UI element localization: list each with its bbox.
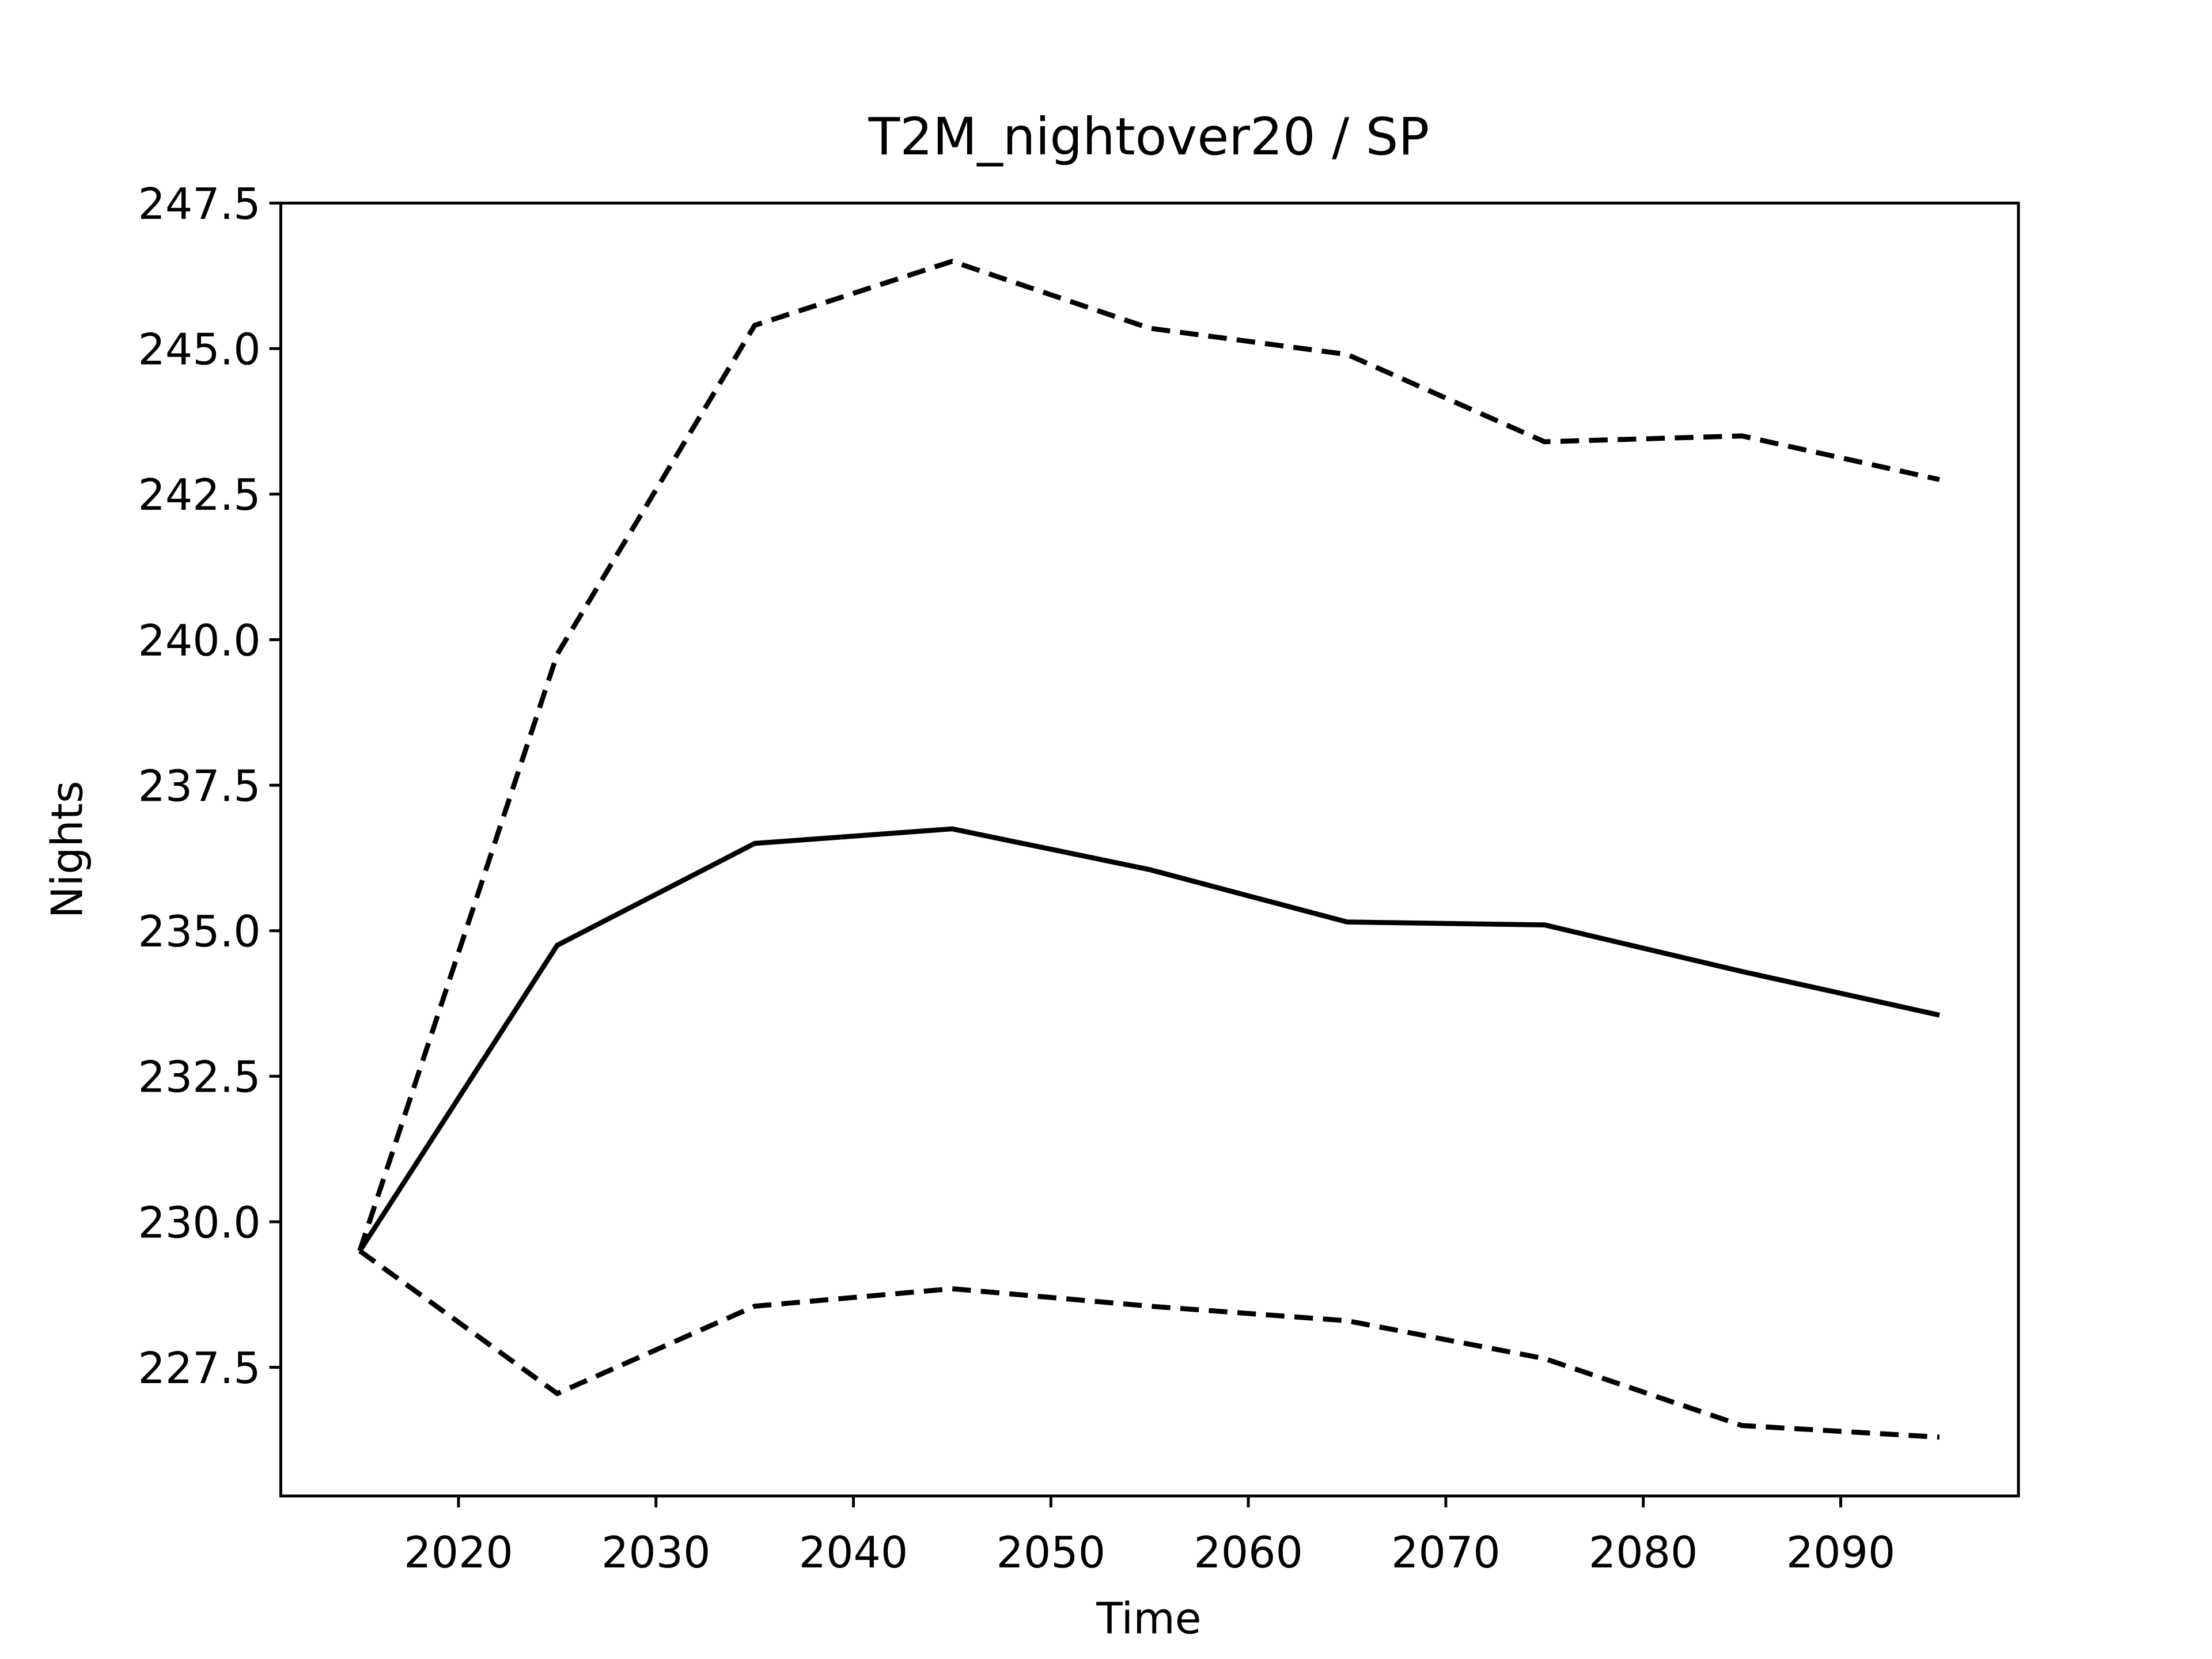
x-axis-label: Time	[1096, 1593, 1201, 1643]
x-tick-label: 2090	[1786, 1528, 1896, 1578]
x-tick-label: 2050	[997, 1528, 1106, 1578]
y-tick-label: 230.0	[138, 1198, 260, 1248]
plot-frame	[279, 202, 2020, 1498]
y-tick-label: 235.0	[138, 907, 260, 957]
x-tick-label: 2080	[1589, 1528, 1698, 1578]
y-tick-label: 242.5	[138, 470, 260, 520]
x-tick-label: 2030	[601, 1528, 711, 1578]
x-tick-label: 2060	[1194, 1528, 1303, 1578]
y-tick-label: 237.5	[138, 761, 260, 811]
x-tick-label: 2020	[404, 1528, 513, 1578]
y-tick-label: 245.0	[138, 324, 260, 374]
chart-title: T2M_nightover20 / SP	[868, 107, 1430, 167]
line-series	[357, 826, 1940, 1252]
x-tick-label: 2040	[799, 1528, 908, 1578]
line-series	[358, 1249, 1940, 1440]
line-series	[357, 259, 1940, 1252]
x-tick-label: 2070	[1391, 1528, 1501, 1578]
y-tick-label: 227.5	[138, 1343, 260, 1393]
y-axis-label: Nights	[42, 781, 92, 918]
y-tick-label: 232.5	[138, 1052, 260, 1103]
y-tick-label: 240.0	[138, 616, 260, 666]
y-tick-label: 247.5	[138, 179, 260, 229]
